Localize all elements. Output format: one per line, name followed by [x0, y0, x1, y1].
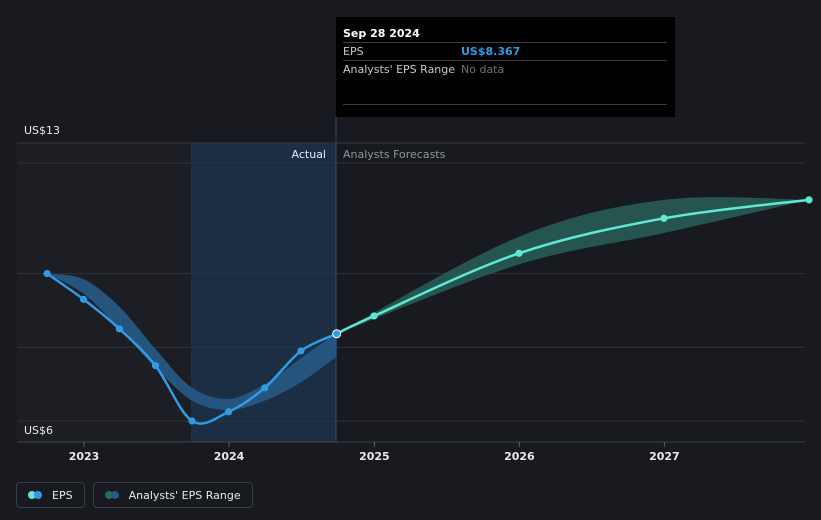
eps-point-actual[interactable]: [188, 417, 196, 425]
past-period-shade: [17, 143, 191, 442]
tooltip-row-range: Analysts' EPS Range No data: [343, 60, 667, 78]
tooltip-range-label: Analysts' EPS Range: [343, 63, 456, 76]
eps-range-band: [47, 197, 809, 410]
eps-point-actual[interactable]: [261, 384, 269, 392]
tooltip-range-value: No data: [461, 63, 505, 76]
eps-point-forecast[interactable]: [660, 214, 668, 222]
eps-legend-icon: [28, 491, 44, 499]
x-tick-label: 2023: [69, 450, 100, 463]
range-legend-icon: [104, 491, 121, 499]
section-label-actual: Actual: [292, 148, 326, 161]
eps-point-actual[interactable]: [225, 408, 233, 416]
eps-point-actual[interactable]: [115, 325, 123, 333]
tooltip-date: Sep 28 2024: [343, 27, 420, 40]
x-tick-label: 2027: [649, 450, 680, 463]
eps-point-actual[interactable]: [43, 269, 51, 278]
eps-point-actual[interactable]: [297, 347, 305, 355]
tooltip-eps-label: EPS: [343, 45, 364, 58]
y-label-top: US$13: [24, 124, 60, 137]
legend-item-eps-range[interactable]: Analysts' EPS Range: [92, 482, 253, 508]
x-tick-label: 2024: [214, 450, 245, 463]
x-tick-label: 2025: [359, 450, 390, 463]
hover-tooltip: Sep 28 2024 EPS US$8.367 Analysts' EPS R…: [336, 17, 675, 117]
range-band-actual: [47, 273, 337, 410]
eps-points: [43, 196, 813, 425]
section-label-forecast: Analysts Forecasts: [343, 148, 446, 161]
x-tick-label: 2026: [504, 450, 535, 463]
legend-label-eps: EPS: [52, 488, 73, 502]
tooltip-eps-value: US$8.367: [461, 45, 521, 58]
tooltip-divider: [343, 104, 667, 105]
legend-item-eps[interactable]: EPS: [16, 482, 85, 508]
eps-point-forecast[interactable]: [805, 196, 813, 204]
eps-point-forecast[interactable]: [515, 249, 523, 257]
y-label-bottom: US$6: [24, 424, 53, 437]
range-band-forecast: [336, 197, 809, 334]
tooltip-row-eps: EPS US$8.367: [343, 42, 667, 60]
chart-legend: EPS Analysts' EPS Range: [16, 482, 253, 508]
eps-point-current[interactable]: [332, 329, 342, 339]
eps-point-actual[interactable]: [80, 295, 88, 303]
legend-label-eps-range: Analysts' EPS Range: [128, 488, 241, 502]
x-axis-ticks: 2023 2024 2025 2026 2027: [69, 442, 680, 463]
eps-point-actual[interactable]: [151, 362, 160, 370]
eps-point-forecast[interactable]: [370, 312, 378, 320]
